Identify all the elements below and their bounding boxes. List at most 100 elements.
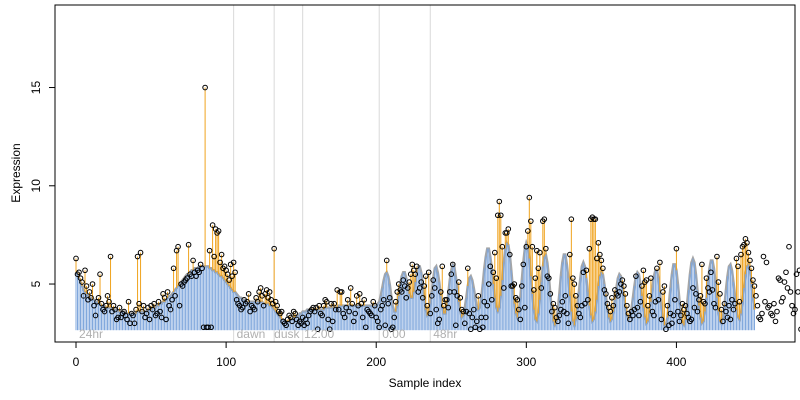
data-point [682,302,689,309]
data-point [573,293,579,299]
data-point [789,302,795,309]
data-point [283,322,289,329]
phase-boundary-lines [233,5,431,342]
data-point [777,277,783,283]
data-point [320,302,327,309]
data-point [564,310,570,317]
data-point [352,310,359,317]
data-point [655,296,662,303]
data-point [491,249,498,256]
y-axis: 5 10 15 [29,81,56,287]
data-point [729,296,735,303]
data-point [493,275,500,281]
data-point [335,306,342,313]
data-point [759,310,765,317]
data-point [328,300,334,307]
data-point [88,294,94,301]
data-point [525,228,531,234]
data-point [413,263,420,270]
data-point [430,277,437,283]
data-point [469,314,476,321]
data-point [640,267,647,274]
data-point [499,243,506,250]
data-point [522,304,528,311]
data-point [697,293,704,299]
data-point [331,300,337,307]
data-point [91,302,97,309]
data-point [319,312,325,319]
data-point [751,283,758,289]
data-point [338,289,345,295]
x-axis-title: Sample index [389,376,462,390]
data-point [645,302,651,309]
data-point [549,308,555,315]
data-point [598,257,605,264]
data-point [271,245,277,252]
data-point [678,312,684,319]
data-point [526,194,533,201]
data-point [229,273,235,279]
data-point [537,249,543,256]
phase-label: 48hr [433,327,457,341]
data-point [326,326,333,333]
data-point [541,216,548,222]
data-point [583,267,590,274]
data-point [382,322,389,329]
data-point [636,312,642,319]
data-point [543,245,549,252]
data-point [428,293,435,299]
data-point [472,324,479,331]
data-point [565,320,572,327]
data-point [702,300,708,307]
data-point [562,293,569,299]
data-point [690,285,696,291]
data-point [274,302,280,309]
data-point [95,294,102,301]
data-point [676,318,683,325]
data-point [470,306,477,313]
data-point [416,285,423,291]
data-point [547,291,554,297]
data-point [406,279,413,285]
phase-labels-layer: 24hr dawn dusk 12:00 0:00 48hr [79,327,457,341]
data-point [529,243,536,250]
data-point [106,298,112,305]
data-point [634,304,641,311]
data-point [715,279,722,285]
data-point [798,326,800,332]
x-tick-label: 100 [216,355,236,369]
data-point [209,222,216,228]
data-point [735,263,741,270]
data-point [292,310,298,317]
data-point [460,308,467,315]
data-point [570,275,576,281]
data-point [546,275,552,281]
data-point [694,308,701,315]
data-point [691,304,698,311]
data-point [134,253,141,260]
data-point [748,265,755,272]
data-point [167,306,174,313]
data-point [607,308,614,315]
data-point [556,312,563,319]
data-point [481,298,488,305]
data-point [157,308,163,315]
x-tick-label: 300 [516,355,536,369]
data-point [703,275,710,281]
data-point [595,239,602,246]
data-point [412,271,419,278]
data-point [136,300,142,307]
data-point [733,255,740,262]
phase-label: 24hr [79,327,103,341]
data-point [784,285,791,291]
data-point [531,287,537,293]
data-point [781,279,788,285]
data-point [392,298,399,305]
data-point [247,308,253,315]
data-point [433,306,440,313]
data-point [699,261,705,268]
plot-frame [54,4,796,343]
data-point [196,269,202,276]
data-point [745,249,752,256]
data-point [361,296,368,303]
